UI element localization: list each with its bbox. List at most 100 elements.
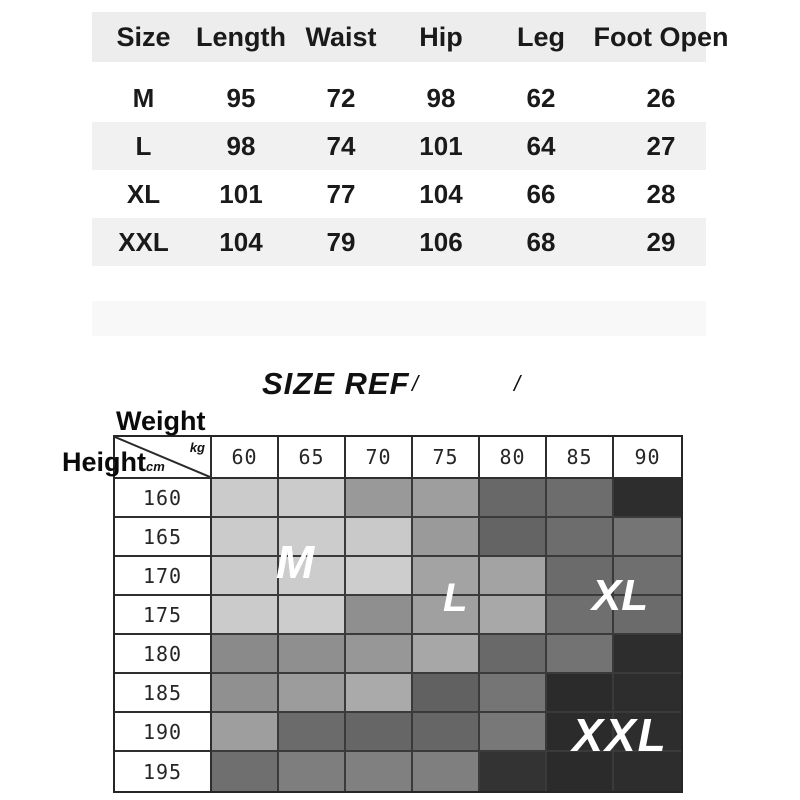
col-header-waist: Waist: [305, 21, 377, 52]
heat-cell-195-75: [413, 752, 480, 791]
measurement-value: 79: [326, 226, 356, 257]
heat-cell-190-75: [413, 713, 480, 752]
heat-cell-170-65: [279, 557, 346, 596]
measurement-value: 64: [526, 130, 556, 161]
heat-cell-160-90: [614, 479, 681, 518]
corner-diagonal-line: [115, 437, 210, 477]
size-row-xl: XL 101 77 104 66 28: [96, 170, 731, 218]
size-table-header-row: Size Length Waist Hip Leg Foot Open: [92, 12, 731, 62]
heat-cell-175-60: [212, 596, 279, 635]
heat-cell-160-80: [480, 479, 547, 518]
measurement-value: 28: [646, 178, 676, 209]
heat-cell-190-80: [480, 713, 547, 752]
size-ref-heading: SIZE REF / /: [262, 368, 582, 402]
heat-cell-170-70: [346, 557, 413, 596]
col-header-hip: Hip: [419, 21, 463, 52]
measurement-value: 72: [326, 82, 356, 113]
heat-cell-170-90: [614, 557, 681, 596]
heat-cell-165-60: [212, 518, 279, 557]
heat-cell-180-80: [480, 635, 547, 674]
size-region-label-l: L: [442, 575, 468, 620]
col-header-size: Size: [116, 21, 171, 52]
size-name: XL: [126, 178, 161, 209]
measurement-value: 106: [419, 226, 463, 257]
height-axis-label: Height: [62, 447, 146, 477]
weight-col-60: 60: [212, 437, 279, 479]
heat-cell-195-90: [614, 752, 681, 791]
heat-cell-180-70: [346, 635, 413, 674]
heat-cell-185-65: [279, 674, 346, 713]
slash-divider-left: /: [412, 371, 419, 396]
heat-cell-190-90: [614, 713, 681, 752]
heat-cell-175-90: [614, 596, 681, 635]
weight-col-90: 90: [614, 437, 681, 479]
heat-cell-160-75: [413, 479, 480, 518]
cm-unit-label: cm: [146, 459, 165, 474]
heat-cell-175-65: [279, 596, 346, 635]
measurement-value: 62: [526, 82, 556, 113]
heat-cell-180-65: [279, 635, 346, 674]
size-ref-title: SIZE REF: [262, 366, 410, 401]
measurement-value: 98: [226, 130, 256, 161]
heat-cell-195-85: [547, 752, 614, 791]
measurement-value: 29: [646, 226, 676, 257]
row-band: [92, 218, 706, 266]
kg-unit-label: kg: [189, 440, 205, 455]
col-header-leg: Leg: [516, 21, 565, 52]
heat-cell-185-85: [547, 674, 614, 713]
size-row-m: M 95 72 98 62 26: [96, 74, 731, 122]
heat-cell-190-85: [547, 713, 614, 752]
measurement-value: 104: [219, 226, 263, 257]
measurement-value: 98: [426, 82, 456, 113]
heat-cell-185-70: [346, 674, 413, 713]
size-ref-grid: kg cm 60 65 70 75 80 85 90 160 165 170 175 180 185 190 1…: [113, 435, 683, 793]
heat-cell-165-85: [547, 518, 614, 557]
size-region-label-m: M: [275, 536, 315, 589]
heat-cell-165-65: [279, 518, 346, 557]
measurement-value: 26: [646, 82, 676, 113]
height-row-label-175: 175: [115, 596, 212, 635]
measurement-value: 101: [419, 130, 463, 161]
heat-cell-175-80: [480, 596, 547, 635]
heat-cell-190-70: [346, 713, 413, 752]
size-table: Size Length Waist Hip Leg Foot Open M 95 72 98 62 2…: [92, 12, 731, 266]
heat-cell-175-85: [547, 596, 614, 635]
size-row-l: L 98 74 101 64 27: [92, 122, 731, 170]
height-row-label-190: 190: [115, 713, 212, 752]
heat-cell-170-60: [212, 557, 279, 596]
row-band: [92, 12, 706, 62]
col-header-length: Length: [196, 21, 286, 52]
heat-cell-185-75: [413, 674, 480, 713]
weight-col-75: 75: [413, 437, 480, 479]
heat-cell-195-60: [212, 752, 279, 791]
heat-cell-185-60: [212, 674, 279, 713]
size-name: XXL: [118, 226, 169, 257]
heat-cell-165-90: [614, 518, 681, 557]
measurement-value: 27: [646, 130, 676, 161]
measurement-value: 77: [326, 178, 356, 209]
heat-cell-185-80: [480, 674, 547, 713]
measurement-value: 66: [526, 178, 556, 209]
row-band: [92, 122, 706, 170]
heat-cell-160-85: [547, 479, 614, 518]
height-row-label-165: 165: [115, 518, 212, 557]
heat-cell-180-75: [413, 635, 480, 674]
heat-cell-165-70: [346, 518, 413, 557]
size-row-xxl: XXL 104 79 106 68 29: [92, 218, 731, 266]
heat-cell-170-75: [413, 557, 480, 596]
heat-cell-160-65: [279, 479, 346, 518]
col-header-foot-open: Foot Open: [593, 21, 729, 52]
measurement-value: 95: [226, 82, 256, 113]
heat-cell-185-90: [614, 674, 681, 713]
weight-axis-label: Weight: [116, 406, 206, 436]
heat-cell-175-70: [346, 596, 413, 635]
height-row-label-170: 170: [115, 557, 212, 596]
measurement-value: 74: [326, 130, 356, 161]
heat-cell-190-65: [279, 713, 346, 752]
heat-cell-195-80: [480, 752, 547, 791]
weight-col-85: 85: [547, 437, 614, 479]
size-region-label-xxl: XXL: [572, 708, 668, 761]
heat-cell-195-65: [279, 752, 346, 791]
heat-cell-160-60: [212, 479, 279, 518]
size-region-label-xl: XL: [591, 571, 649, 620]
